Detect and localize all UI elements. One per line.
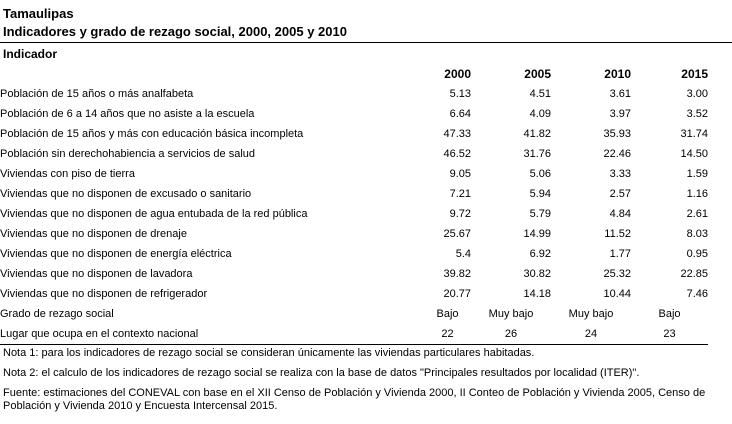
cell-2010: Muy bajo bbox=[568, 308, 614, 320]
cell-2000: 46.52 bbox=[443, 148, 471, 160]
table-row: Viviendas que no disponen de agua entuba… bbox=[0, 204, 708, 224]
cell-2010: 2.57 bbox=[609, 188, 631, 200]
cell-2005: 26 bbox=[471, 324, 551, 345]
table-row: Viviendas que no disponen de lavadora 39… bbox=[0, 264, 708, 284]
column-header-2000: 2000 bbox=[444, 67, 471, 81]
table-row: Población de 6 a 14 años que no asiste a… bbox=[0, 104, 708, 124]
cell-2015: 31.74 bbox=[680, 128, 708, 140]
page-subtitle: Indicadores y grado de rezago social, 20… bbox=[3, 24, 347, 39]
cell-2010: 1.77 bbox=[609, 248, 631, 260]
row-label: Viviendas que no disponen de drenaje bbox=[0, 228, 187, 240]
cell-2015: 0.95 bbox=[686, 248, 708, 260]
cell-2005: 41.82 bbox=[523, 128, 551, 140]
cell-2010: 10.44 bbox=[603, 288, 631, 300]
cell-2010: 25.32 bbox=[603, 268, 631, 280]
row-label: Viviendas que no disponen de lavadora bbox=[0, 268, 193, 280]
cell-2005: 6.92 bbox=[529, 248, 551, 260]
cell-2010: 4.84 bbox=[609, 208, 631, 220]
cell-2000: 7.21 bbox=[449, 188, 471, 200]
table-row-lugar: Lugar que ocupa en el contexto nacional … bbox=[0, 324, 708, 345]
cell-2005: 5.06 bbox=[529, 168, 551, 180]
row-label: Viviendas que no disponen de energía elé… bbox=[0, 248, 232, 260]
cell-2005: 14.18 bbox=[523, 288, 551, 300]
row-label: Población de 6 a 14 años que no asiste a… bbox=[0, 108, 255, 120]
note-1: Nota 1: para los indicadores de rezago s… bbox=[3, 347, 535, 359]
cell-2015: Bajo bbox=[658, 308, 681, 320]
row-label: Población de 15 años o más analfabeta bbox=[0, 88, 194, 100]
column-header-2010: 2010 bbox=[604, 67, 631, 81]
cell-2000: 39.82 bbox=[443, 268, 471, 280]
cell-2000: 5.13 bbox=[449, 88, 471, 100]
cell-2005: 5.94 bbox=[529, 188, 551, 200]
row-label: Viviendas que no disponen de agua entuba… bbox=[0, 208, 308, 220]
cell-2005: Muy bajo bbox=[488, 308, 534, 320]
source-note: Fuente: estimaciones del CONEVAL con bas… bbox=[3, 387, 706, 412]
cell-2015: 3.52 bbox=[686, 108, 708, 120]
cell-2000: 9.05 bbox=[449, 168, 471, 180]
cell-2000: 5.4 bbox=[455, 248, 471, 260]
cell-2005: 30.82 bbox=[523, 268, 551, 280]
cell-2010: 11.52 bbox=[604, 228, 631, 240]
table-row: Viviendas que no disponen de excusado o … bbox=[0, 184, 708, 204]
row-label: Viviendas que no disponen de excusado o … bbox=[0, 188, 252, 200]
row-label: Viviendas con piso de tierra bbox=[0, 168, 135, 180]
cell-2015: 7.46 bbox=[686, 288, 708, 300]
indicators-table: 2000 2005 2010 2015 Población de 15 años… bbox=[0, 64, 708, 345]
column-header-indicator bbox=[0, 64, 424, 84]
cell-2015: 3.00 bbox=[686, 88, 708, 100]
cell-2000: 25.67 bbox=[443, 228, 471, 240]
table-row: Viviendas que no disponen de refrigerado… bbox=[0, 284, 708, 304]
table-row: Viviendas que no disponen de energía elé… bbox=[0, 244, 708, 264]
cell-2000: 22 bbox=[424, 324, 471, 345]
section-header-indicador: Indicador bbox=[3, 47, 58, 61]
page-title: Tamaulipas bbox=[3, 6, 74, 21]
cell-2005: 31.76 bbox=[523, 148, 551, 160]
cell-2000: 9.72 bbox=[449, 208, 471, 220]
cell-2005: 14.99 bbox=[523, 228, 551, 240]
column-header-2005: 2005 bbox=[524, 67, 551, 81]
cell-2010: 24 bbox=[551, 324, 631, 345]
cell-2000: Bajo bbox=[436, 308, 459, 320]
cell-2015: 22.85 bbox=[680, 268, 708, 280]
row-label: Lugar que ocupa en el contexto nacional bbox=[0, 324, 424, 345]
table-row: Población sin derechohabiencia a servici… bbox=[0, 144, 708, 164]
cell-2015: 1.16 bbox=[686, 188, 708, 200]
cell-2010: 3.33 bbox=[609, 168, 631, 180]
cell-2005: 5.79 bbox=[529, 208, 551, 220]
footnotes: Nota 1: para los indicadores de rezago s… bbox=[3, 347, 723, 413]
cell-2010: 22.46 bbox=[603, 148, 631, 160]
cell-2015: 8.03 bbox=[686, 228, 708, 240]
row-label: Grado de rezago social bbox=[0, 308, 114, 320]
table-header-row: 2000 2005 2010 2015 bbox=[0, 64, 708, 84]
cell-2000: 47.33 bbox=[443, 128, 471, 140]
table-row: Viviendas con piso de tierra 9.05 5.06 3… bbox=[0, 164, 708, 184]
cell-2010: 3.97 bbox=[609, 108, 631, 120]
table-row: Viviendas que no disponen de drenaje 25.… bbox=[0, 224, 708, 244]
cell-2010: 3.61 bbox=[609, 88, 631, 100]
row-label: Población sin derechohabiencia a servici… bbox=[0, 148, 255, 160]
cell-2000: 20.77 bbox=[443, 288, 471, 300]
table-row: Población de 15 años o más analfabeta 5.… bbox=[0, 84, 708, 104]
cell-2015: 2.61 bbox=[686, 208, 708, 220]
column-header-2015: 2015 bbox=[681, 67, 708, 81]
cell-2015: 14.50 bbox=[680, 148, 708, 160]
cell-2000: 6.64 bbox=[449, 108, 471, 120]
row-label: Viviendas que no disponen de refrigerado… bbox=[0, 288, 208, 300]
cell-2005: 4.09 bbox=[529, 108, 551, 120]
note-2: Nota 2: el calculo de los indicadores de… bbox=[3, 367, 640, 379]
table-row: Población de 15 años y más con educación… bbox=[0, 124, 708, 144]
table-row-grado: Grado de rezago social Bajo Muy bajo Muy… bbox=[0, 304, 708, 324]
cell-2015: 23 bbox=[631, 324, 708, 345]
row-label: Población de 15 años y más con educación… bbox=[0, 128, 304, 140]
title-divider bbox=[0, 42, 732, 43]
cell-2015: 1.59 bbox=[686, 168, 708, 180]
cell-2010: 35.93 bbox=[603, 128, 631, 140]
cell-2005: 4.51 bbox=[529, 88, 551, 100]
